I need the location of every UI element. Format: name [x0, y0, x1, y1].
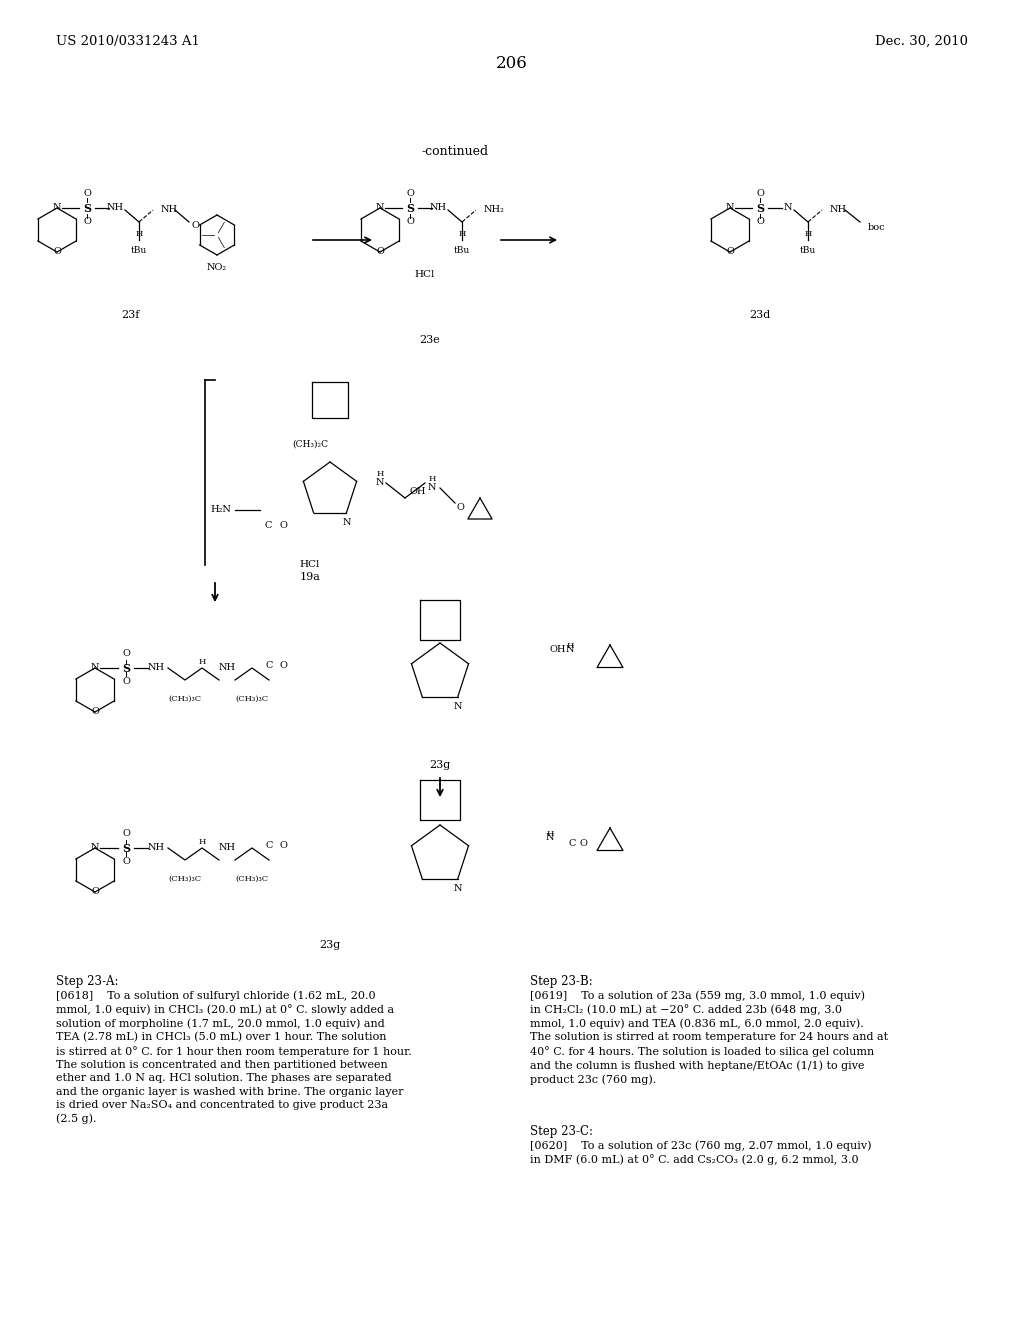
Text: O: O — [122, 829, 130, 838]
Text: H: H — [459, 230, 466, 238]
Text: O: O — [407, 218, 414, 227]
Text: O: O — [122, 677, 130, 686]
Text: H: H — [199, 838, 206, 846]
Text: -continued: -continued — [422, 145, 488, 158]
Text: O: O — [376, 248, 384, 256]
Text: 23g: 23g — [319, 940, 341, 950]
Text: 23g: 23g — [429, 760, 451, 770]
Text: O: O — [756, 218, 764, 227]
Text: [0619]    To a solution of 23a (559 mg, 3.0 mmol, 1.0 equiv)
in CH₂Cl₂ (10.0 mL): [0619] To a solution of 23a (559 mg, 3.0… — [530, 990, 888, 1085]
Text: NH: NH — [219, 843, 237, 853]
Text: (CH₃)₃C: (CH₃)₃C — [168, 696, 202, 704]
Text: (CH₃)₃C: (CH₃)₃C — [236, 875, 268, 883]
Text: S: S — [122, 842, 130, 854]
Text: H: H — [804, 230, 812, 238]
Text: O: O — [407, 190, 414, 198]
Text: tBu: tBu — [454, 246, 470, 255]
Text: N: N — [783, 203, 793, 213]
Text: O: O — [91, 708, 99, 717]
Text: Step 23-A:: Step 23-A: — [56, 975, 119, 987]
Text: N: N — [342, 517, 350, 527]
Text: (CH₃)₂C: (CH₃)₂C — [292, 440, 328, 449]
Text: O: O — [122, 649, 130, 659]
Text: S: S — [122, 663, 130, 673]
Text: tBu: tBu — [131, 246, 147, 255]
Text: N: N — [91, 843, 99, 853]
Text: O: O — [191, 222, 199, 231]
Text: N: N — [726, 203, 734, 213]
Text: N: N — [376, 478, 384, 487]
Text: N: N — [454, 884, 462, 894]
Text: S: S — [756, 202, 764, 214]
Text: O: O — [280, 520, 288, 529]
Text: O: O — [756, 190, 764, 198]
Text: N: N — [376, 203, 384, 213]
Text: H: H — [547, 830, 554, 838]
Text: 23e: 23e — [420, 335, 440, 345]
Text: H: H — [566, 642, 573, 649]
Text: N: N — [428, 483, 436, 492]
Text: NH: NH — [219, 664, 237, 672]
Text: NH: NH — [429, 203, 446, 213]
Text: NH: NH — [147, 664, 165, 672]
Text: (CH₃)₃C: (CH₃)₃C — [168, 875, 202, 883]
Text: [0620]    To a solution of 23c (760 mg, 2.07 mmol, 1.0 equiv)
in DMF (6.0 mL) at: [0620] To a solution of 23c (760 mg, 2.0… — [530, 1140, 871, 1166]
Text: S: S — [83, 202, 91, 214]
Text: C: C — [568, 838, 575, 847]
Text: Step 23-B:: Step 23-B: — [530, 975, 593, 987]
Text: H: H — [135, 230, 142, 238]
Text: C: C — [265, 841, 272, 850]
Text: N: N — [546, 833, 554, 842]
Text: NH₂: NH₂ — [484, 206, 505, 214]
Text: O: O — [83, 218, 91, 227]
Text: NH: NH — [830, 206, 847, 214]
Text: S: S — [406, 202, 414, 214]
Text: H: H — [376, 470, 384, 478]
Text: O: O — [53, 248, 61, 256]
Text: NH: NH — [106, 203, 124, 213]
Text: H₂N: H₂N — [210, 506, 230, 515]
Text: HCl: HCl — [300, 560, 321, 569]
Text: N: N — [454, 702, 462, 711]
Text: boc: boc — [868, 223, 886, 232]
Text: O: O — [91, 887, 99, 896]
Text: H: H — [428, 475, 435, 483]
Text: 23f: 23f — [121, 310, 139, 319]
Text: Step 23-C:: Step 23-C: — [530, 1125, 593, 1138]
Text: O: O — [280, 660, 288, 669]
Text: US 2010/0331243 A1: US 2010/0331243 A1 — [56, 36, 200, 48]
Text: NH: NH — [161, 206, 178, 214]
Text: OH: OH — [550, 645, 566, 655]
Text: O: O — [83, 190, 91, 198]
Text: HCl: HCl — [415, 271, 435, 279]
Text: tBu: tBu — [800, 246, 816, 255]
Text: O: O — [280, 841, 288, 850]
Text: 23d: 23d — [750, 310, 771, 319]
Text: Dec. 30, 2010: Dec. 30, 2010 — [874, 36, 968, 48]
Text: O: O — [726, 248, 734, 256]
Text: C: C — [264, 520, 271, 529]
Text: NO₂: NO₂ — [207, 263, 227, 272]
Text: (CH₃)₃C: (CH₃)₃C — [236, 696, 268, 704]
Text: N: N — [53, 203, 61, 213]
Text: NH: NH — [147, 843, 165, 853]
Text: OH: OH — [410, 487, 427, 496]
Text: 206: 206 — [496, 55, 528, 73]
Text: [0618]    To a solution of sulfuryl chloride (1.62 mL, 20.0
mmol, 1.0 equiv) in : [0618] To a solution of sulfuryl chlorid… — [56, 990, 412, 1123]
Text: N: N — [91, 664, 99, 672]
Text: O: O — [122, 858, 130, 866]
Text: H: H — [199, 657, 206, 667]
Text: N: N — [565, 645, 574, 655]
Text: C: C — [265, 660, 272, 669]
Text: 19a: 19a — [300, 572, 321, 582]
Text: O: O — [580, 838, 588, 847]
Text: O: O — [456, 503, 464, 512]
